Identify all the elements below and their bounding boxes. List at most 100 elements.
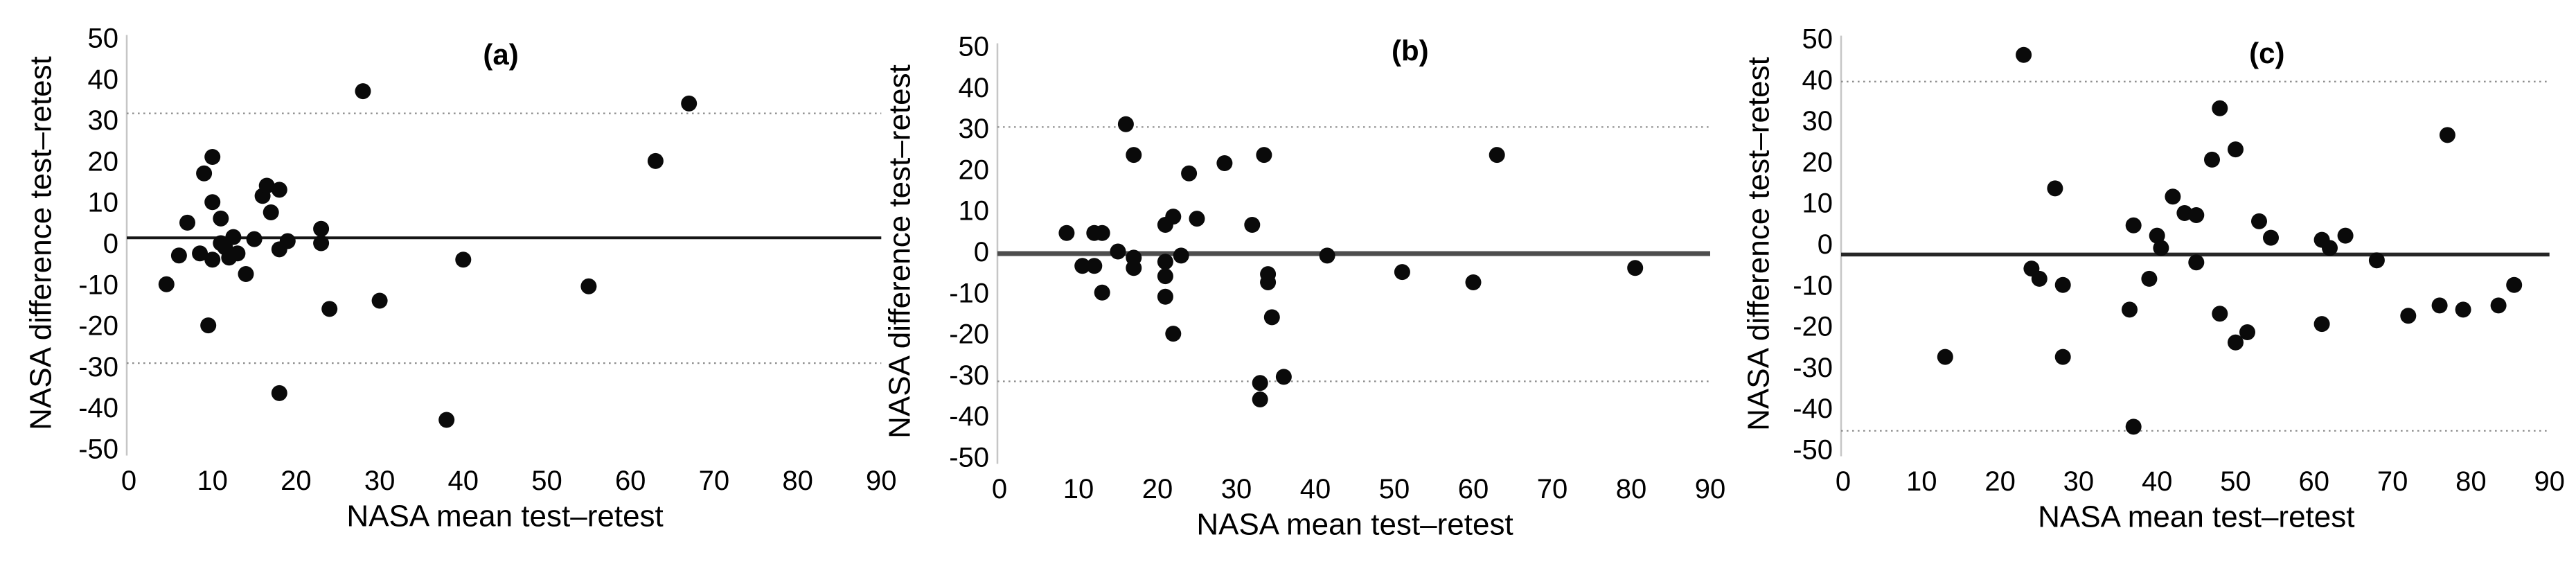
y-tick-label: -30 bbox=[949, 360, 989, 391]
data-point bbox=[2368, 252, 2385, 269]
panel-letter: (c) bbox=[2249, 37, 2284, 69]
data-point bbox=[2431, 297, 2448, 314]
panel-letter: (b) bbox=[1392, 34, 1429, 67]
x-tick-label: 20 bbox=[1984, 466, 2016, 497]
x-tick-label: 50 bbox=[2220, 466, 2251, 497]
y-tick-label: 50 bbox=[88, 24, 119, 54]
y-axis-title: NASA difference test–retest bbox=[24, 56, 57, 430]
x-tick-label: 10 bbox=[197, 466, 228, 496]
x-tick-label: 60 bbox=[615, 466, 646, 496]
y-tick-label: 10 bbox=[88, 188, 119, 218]
x-tick-label: 80 bbox=[782, 466, 813, 496]
data-point bbox=[2047, 180, 2063, 197]
y-tick-label: 30 bbox=[1802, 106, 1833, 136]
data-point bbox=[1157, 268, 1173, 285]
data-point bbox=[1489, 147, 1505, 164]
data-point bbox=[1173, 247, 1189, 264]
data-point bbox=[2251, 213, 2267, 229]
x-axis-title: NASA mean test–retest bbox=[346, 500, 663, 534]
data-point bbox=[313, 220, 330, 237]
data-point bbox=[321, 301, 338, 317]
data-point bbox=[2122, 301, 2138, 318]
data-point bbox=[2228, 141, 2244, 158]
data-point bbox=[313, 235, 330, 252]
data-point bbox=[681, 95, 698, 112]
y-axis-title: NASA difference test–retest bbox=[882, 64, 916, 439]
y-tick-label: 40 bbox=[959, 73, 990, 103]
data-point bbox=[1244, 217, 1261, 233]
y-tick-label: 10 bbox=[959, 196, 990, 227]
data-point bbox=[1216, 155, 1233, 171]
data-point bbox=[1157, 288, 1173, 305]
data-point bbox=[1165, 209, 1182, 225]
data-point bbox=[271, 182, 287, 198]
y-tick-label: -30 bbox=[78, 352, 118, 382]
y-tick-label: 40 bbox=[88, 64, 119, 95]
data-point bbox=[2455, 301, 2471, 318]
y-tick-label: -40 bbox=[78, 393, 118, 423]
data-point bbox=[1275, 369, 1292, 385]
data-point bbox=[204, 194, 221, 211]
data-point bbox=[238, 266, 254, 282]
data-point bbox=[1394, 264, 1410, 281]
x-tick-label: 30 bbox=[364, 466, 396, 496]
data-point bbox=[204, 149, 221, 165]
data-point bbox=[1126, 147, 1142, 164]
x-tick-label: 70 bbox=[1537, 474, 1568, 504]
data-point bbox=[2188, 207, 2205, 223]
y-tick-label: 10 bbox=[1802, 188, 1833, 219]
data-point bbox=[1094, 284, 1110, 301]
data-point bbox=[2125, 418, 2142, 435]
data-point bbox=[271, 385, 287, 401]
data-point bbox=[1627, 260, 1644, 276]
data-point bbox=[1086, 258, 1103, 274]
data-point bbox=[2322, 240, 2338, 256]
data-point bbox=[225, 229, 242, 245]
data-point bbox=[2031, 270, 2048, 287]
x-tick-label: 60 bbox=[2299, 466, 2330, 497]
x-tick-label: 80 bbox=[2455, 466, 2487, 497]
x-tick-label: 60 bbox=[1458, 474, 1489, 504]
y-tick-label: 50 bbox=[1802, 24, 1833, 55]
x-tick-label: 0 bbox=[1836, 466, 1851, 497]
data-point bbox=[1094, 224, 1110, 241]
data-point bbox=[1189, 211, 1205, 227]
data-point bbox=[229, 245, 246, 262]
x-tick-label: 40 bbox=[1300, 474, 1331, 504]
data-point bbox=[258, 177, 275, 194]
data-point bbox=[2188, 254, 2205, 271]
data-point bbox=[2490, 297, 2507, 314]
data-point bbox=[371, 292, 388, 309]
data-point bbox=[355, 83, 371, 100]
data-point bbox=[1252, 375, 1268, 391]
data-point bbox=[1074, 258, 1091, 274]
data-point bbox=[192, 245, 208, 262]
data-point bbox=[1117, 116, 1134, 132]
data-point bbox=[2263, 229, 2279, 246]
data-point bbox=[1110, 243, 1126, 260]
data-point bbox=[1126, 260, 1142, 276]
data-point bbox=[2439, 127, 2455, 143]
data-point bbox=[2016, 46, 2032, 63]
data-point bbox=[1058, 224, 1075, 241]
data-point bbox=[2337, 227, 2354, 244]
x-tick-label: 80 bbox=[1616, 474, 1647, 504]
y-tick-label: 20 bbox=[88, 146, 119, 177]
data-point bbox=[1256, 147, 1272, 164]
y-tick-label: -40 bbox=[1793, 394, 1833, 424]
data-point bbox=[170, 247, 187, 264]
data-point bbox=[2165, 188, 2181, 205]
data-point bbox=[1260, 274, 1277, 290]
data-point bbox=[2212, 306, 2228, 322]
data-point bbox=[580, 278, 597, 294]
data-point bbox=[1465, 274, 1482, 290]
y-tick-label: 20 bbox=[1802, 147, 1833, 177]
y-tick-label: 0 bbox=[103, 229, 118, 259]
data-point bbox=[263, 204, 279, 220]
data-point bbox=[2149, 227, 2165, 244]
x-axis-title: NASA mean test–retest bbox=[2038, 500, 2354, 534]
x-tick-label: 40 bbox=[2142, 466, 2173, 497]
y-tick-label: -20 bbox=[949, 319, 989, 350]
data-point bbox=[279, 233, 296, 249]
